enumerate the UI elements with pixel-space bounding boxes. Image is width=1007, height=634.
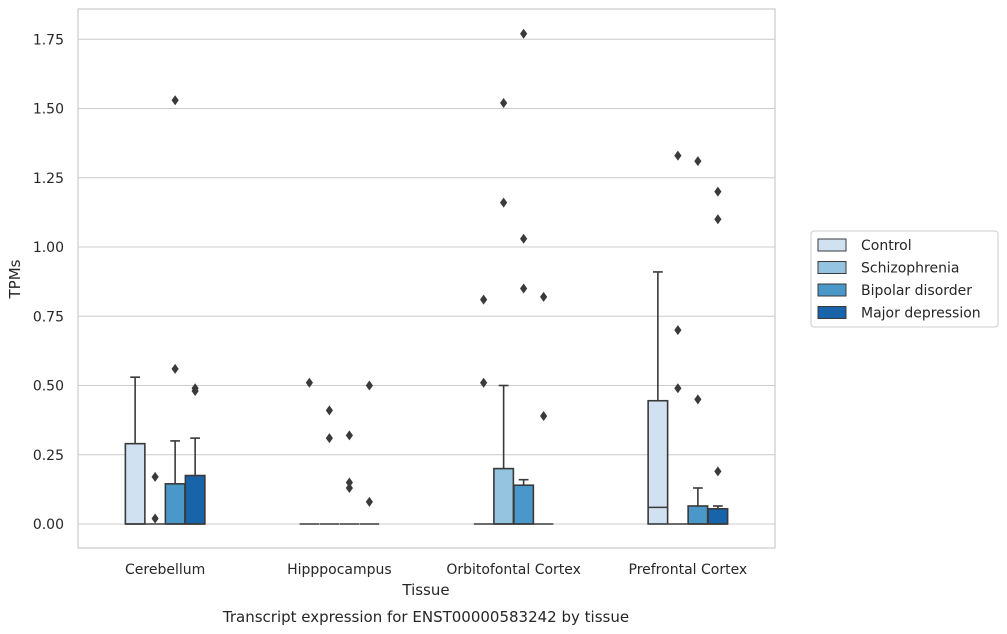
legend-label: Schizophrenia: [861, 261, 959, 277]
box-major-depression: [707, 505, 729, 525]
outlier-point: [171, 363, 179, 374]
y-tick-label: 1.50: [33, 102, 64, 118]
outlier-point: [151, 513, 159, 524]
box-body: [124, 442, 146, 525]
outlier-point: [694, 156, 702, 167]
outlier-point: [480, 294, 488, 305]
y-tick-label: 1.25: [33, 171, 64, 187]
box-body: [164, 483, 186, 525]
y-tick-label: 1.75: [33, 32, 64, 48]
legend-frame: [810, 230, 999, 328]
grid-lines: [78, 38, 775, 525]
outlier-point: [345, 477, 353, 488]
boxes: [124, 271, 729, 525]
outlier-point: [674, 150, 682, 161]
outlier-point: [520, 283, 528, 294]
x-tick-label: Orbitofontal Cortex: [446, 562, 581, 578]
y-tick-label: 0.75: [33, 309, 64, 325]
outlier-point: [540, 410, 548, 421]
y-tick-label: 0.50: [33, 379, 64, 395]
box-bipolar-disorder: [513, 478, 535, 525]
y-tick-label: 0.25: [33, 448, 64, 464]
outlier-point: [325, 405, 333, 416]
x-tick-labels: Cerebellum Hipppocampus Orbitofontal Corte…: [125, 562, 747, 578]
x-tick-label: Hipppocampus: [287, 562, 392, 578]
outlier-point: [674, 383, 682, 394]
legend-swatch: [817, 261, 847, 274]
outlier-point: [714, 186, 722, 197]
outlier-point: [325, 433, 333, 444]
outliers: [151, 28, 722, 524]
legend-swatch: [817, 306, 847, 319]
outlier-point: [540, 291, 548, 302]
chart-caption: Transcript expression for ENST0000058324…: [222, 608, 629, 626]
outlier-point: [305, 377, 313, 388]
legend-label: Control: [861, 238, 912, 254]
box-body: [493, 467, 515, 525]
box-control: [124, 376, 146, 525]
legend-swatch: [817, 238, 847, 252]
box-body: [707, 507, 729, 525]
y-tick-labels: 0.00 0.25 0.50 0.75 1.00 1.25 1.50 1.75: [33, 32, 64, 533]
y-axis-title: TPMs: [6, 259, 24, 299]
outlier-point: [714, 466, 722, 477]
legend-label: Major depression: [861, 306, 981, 322]
box-bipolar-disorder: [164, 440, 186, 525]
outlier-point: [500, 197, 508, 208]
plot-frame: [77, 8, 776, 549]
y-tick-label: 1.00: [33, 240, 64, 256]
outlier-point: [365, 496, 373, 507]
outlier-point: [500, 97, 508, 108]
box-major-depression: [184, 437, 206, 525]
outlier-point: [171, 95, 179, 106]
legend: Control Schizophrenia Bipolar disorder Majo…: [810, 230, 999, 328]
box-control: [647, 271, 669, 525]
outlier-point: [345, 430, 353, 441]
x-axis-title: Tissue: [401, 581, 449, 599]
outlier-point: [694, 394, 702, 405]
box-body: [513, 484, 535, 525]
box-bipolar-disorder: [687, 487, 709, 525]
outlier-point: [480, 377, 488, 388]
legend-items: Control Schizophrenia Bipolar disorder Majo…: [817, 238, 981, 322]
outlier-point: [520, 233, 528, 244]
x-tick-label: Cerebellum: [125, 562, 205, 578]
legend-label: Bipolar disorder: [861, 283, 972, 299]
box-body: [687, 505, 709, 525]
box-body: [184, 474, 206, 525]
box-body: [647, 399, 669, 525]
x-tick-label: Prefrontal Cortex: [629, 562, 748, 578]
outlier-point: [520, 28, 528, 39]
legend-swatch: [817, 283, 847, 297]
outlier-point: [714, 214, 722, 225]
box-schizophrenia: [493, 384, 515, 525]
outlier-point: [365, 380, 373, 391]
outlier-point: [345, 482, 353, 493]
y-tick-label: 0.00: [33, 517, 64, 533]
outlier-point: [674, 325, 682, 336]
outlier-point: [151, 471, 159, 482]
outlier-point: [191, 383, 199, 394]
